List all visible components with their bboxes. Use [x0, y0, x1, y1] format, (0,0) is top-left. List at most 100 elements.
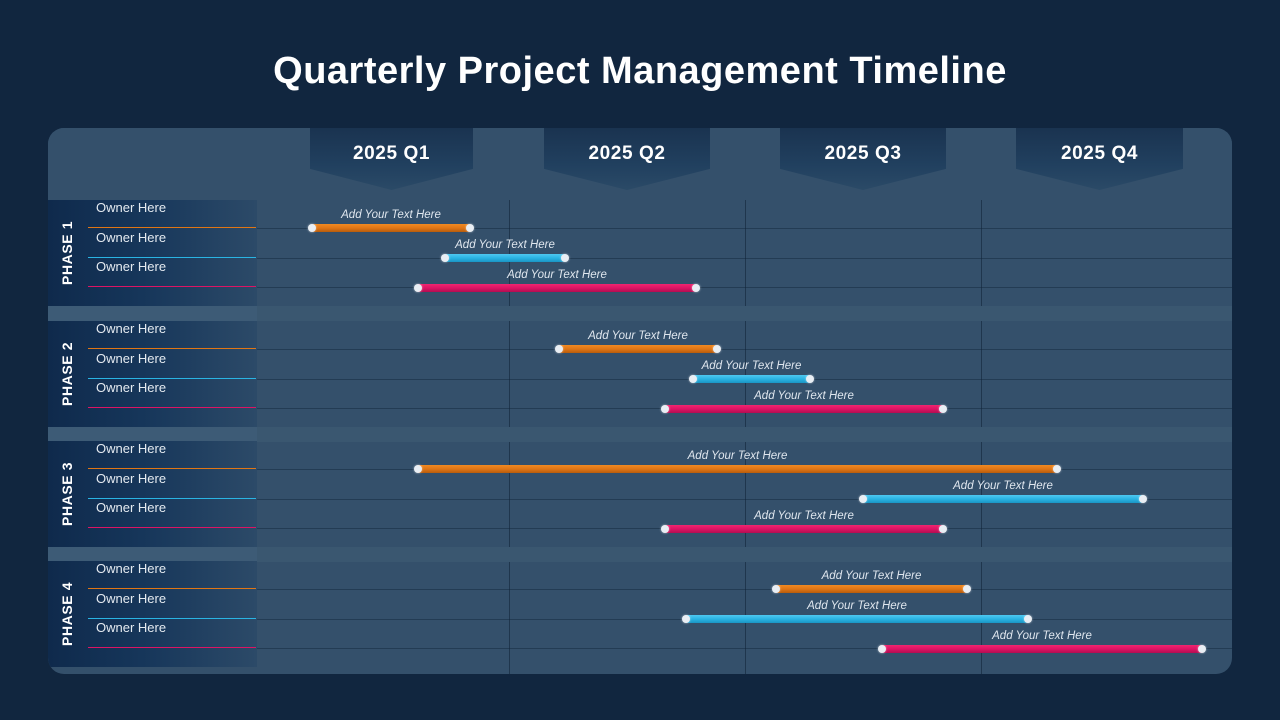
- owner-row[interactable]: Owner Here: [88, 591, 256, 619]
- gantt-bar-endpoint-right: [466, 224, 474, 232]
- owner-label: Owner Here: [96, 591, 167, 606]
- owner-row[interactable]: Owner Here: [88, 230, 256, 258]
- row-separator: [257, 258, 1232, 259]
- gantt-bar-endpoint-left: [308, 224, 316, 232]
- row-separator: [257, 349, 1232, 350]
- gantt-bar-pink[interactable]: Add Your Text Here: [661, 510, 947, 533]
- gantt-bar-endpoint-right: [939, 525, 947, 533]
- owner-underline-pink: [88, 526, 256, 528]
- phase-separator-band-left: [48, 547, 257, 562]
- gantt-bar-endpoint-right: [1024, 615, 1032, 623]
- owner-underline-cyan: [88, 377, 256, 379]
- owner-label: Owner Here: [96, 441, 167, 456]
- gantt-bar-fill: [415, 465, 1060, 473]
- gantt-bar-label: Add Your Text Here: [701, 360, 802, 372]
- owner-label: Owner Here: [96, 620, 167, 635]
- gantt-bar-pink[interactable]: Add Your Text Here: [414, 269, 700, 292]
- owner-label: Owner Here: [96, 321, 167, 336]
- page-title: Quarterly Project Management Timeline: [273, 50, 1007, 92]
- row-separator: [257, 499, 1232, 500]
- gantt-bar-fill: [309, 224, 473, 232]
- gantt-bar-endpoint-right: [939, 405, 947, 413]
- phase-side-band: [48, 200, 257, 306]
- row-separator: [257, 287, 1232, 288]
- owner-label: Owner Here: [96, 471, 167, 486]
- gantt-bar-fill: [662, 525, 946, 533]
- gantt-bar-cyan[interactable]: Add Your Text Here: [441, 239, 569, 262]
- phase-block-4: PHASE 4 Owner Here Owner Here Owner Here Add…: [48, 561, 1232, 667]
- row-separator: [257, 589, 1232, 590]
- owner-row[interactable]: Owner Here: [88, 380, 256, 408]
- quarter-label: 2025 Q2: [588, 143, 666, 164]
- row-separator: [257, 648, 1232, 649]
- gantt-bar-label: Add Your Text Here: [687, 450, 788, 462]
- gantt-bar-endpoint-right: [806, 375, 814, 383]
- gantt-bar-endpoint-left: [859, 495, 867, 503]
- gantt-bar-endpoint-left: [682, 615, 690, 623]
- gantt-bar-endpoint-right: [561, 254, 569, 262]
- phase-separator-band: [48, 547, 1232, 562]
- gantt-bar-endpoint-right: [963, 585, 971, 593]
- gantt-bar-label: Add Your Text Here: [588, 330, 688, 342]
- quarter-label: 2025 Q4: [1060, 143, 1139, 164]
- gantt-bar-label: Add Your Text Here: [953, 480, 1053, 492]
- timeline-panel: 2025 Q1 2025 Q2 2025 Q3 2025 Q4 PHASE 1 Owne…: [48, 128, 1232, 674]
- gantt-bar-endpoint-left: [661, 405, 669, 413]
- phase-separator-band: [48, 427, 1232, 442]
- owner-label: Owner Here: [96, 561, 167, 576]
- quarter-label: 2025 Q3: [824, 143, 902, 164]
- phase-side-band: [48, 321, 257, 427]
- gantt-bar-cyan[interactable]: Add Your Text Here: [859, 480, 1147, 503]
- gantt-bar-pink[interactable]: Add Your Text Here: [661, 390, 947, 413]
- owner-row[interactable]: Owner Here: [88, 500, 256, 528]
- gantt-bar-label: Add Your Text Here: [754, 510, 854, 522]
- gantt-bar-endpoint-left: [414, 465, 422, 473]
- gantt-bar-orange[interactable]: Add Your Text Here: [555, 330, 721, 353]
- owner-row[interactable]: Owner Here: [88, 351, 256, 379]
- gantt-bar-orange[interactable]: Add Your Text Here: [308, 209, 474, 232]
- gantt-bar-fill: [442, 254, 568, 262]
- gantt-bar-fill: [683, 615, 1031, 623]
- owner-row[interactable]: Owner Here: [88, 200, 256, 228]
- gantt-bar-orange[interactable]: Add Your Text Here: [414, 450, 1061, 473]
- owner-row[interactable]: Owner Here: [88, 561, 256, 589]
- phase-block-1: PHASE 1 Owner Here Owner Here Owner Here Add…: [48, 200, 1232, 306]
- owner-row[interactable]: Owner Here: [88, 471, 256, 499]
- gantt-bar-label: Add Your Text Here: [754, 390, 854, 402]
- owner-underline-pink: [88, 646, 256, 648]
- gantt-bar-endpoint-right: [713, 345, 721, 353]
- phase-side-band: [48, 441, 257, 547]
- phase-block-3: PHASE 3 Owner Here Owner Here Owner Here Add…: [48, 441, 1232, 547]
- gantt-bar-fill: [860, 495, 1146, 503]
- gantt-bar-endpoint-left: [555, 345, 563, 353]
- owner-label: Owner Here: [96, 380, 167, 395]
- gantt-bar-fill: [773, 585, 970, 593]
- owner-row[interactable]: Owner Here: [88, 259, 256, 287]
- phase-label-2: PHASE 2: [59, 341, 75, 407]
- owner-underline-orange: [88, 226, 256, 228]
- gantt-bar-label: Add Your Text Here: [821, 570, 922, 582]
- phase-side-band: [48, 561, 257, 667]
- owner-row[interactable]: Owner Here: [88, 321, 256, 349]
- gantt-bar-pink[interactable]: Add Your Text Here: [878, 630, 1206, 653]
- owner-underline-cyan: [88, 256, 256, 258]
- owner-label: Owner Here: [96, 200, 167, 215]
- owner-underline-orange: [88, 587, 256, 589]
- owner-row[interactable]: Owner Here: [88, 620, 256, 648]
- timeline-grid: PHASE 1 Owner Here Owner Here Owner Here Add…: [48, 200, 1232, 674]
- gantt-bar-endpoint-right: [1139, 495, 1147, 503]
- quarter-label: 2025 Q1: [352, 143, 431, 164]
- gantt-bar-cyan[interactable]: Add Your Text Here: [682, 600, 1032, 623]
- gantt-bar-orange[interactable]: Add Your Text Here: [772, 570, 971, 593]
- phase-separator-band: [48, 306, 1232, 321]
- owner-underline-orange: [88, 467, 256, 469]
- owner-row[interactable]: Owner Here: [88, 441, 256, 469]
- gantt-bar-endpoint-left: [878, 645, 886, 653]
- gantt-bar-endpoint-left: [441, 254, 449, 262]
- gantt-bar-label: Add Your Text Here: [807, 600, 907, 612]
- gantt-bar-fill: [879, 645, 1205, 653]
- owner-underline-pink: [88, 285, 256, 287]
- gantt-bar-label: Add Your Text Here: [455, 239, 555, 251]
- gantt-bar-cyan[interactable]: Add Your Text Here: [689, 360, 814, 383]
